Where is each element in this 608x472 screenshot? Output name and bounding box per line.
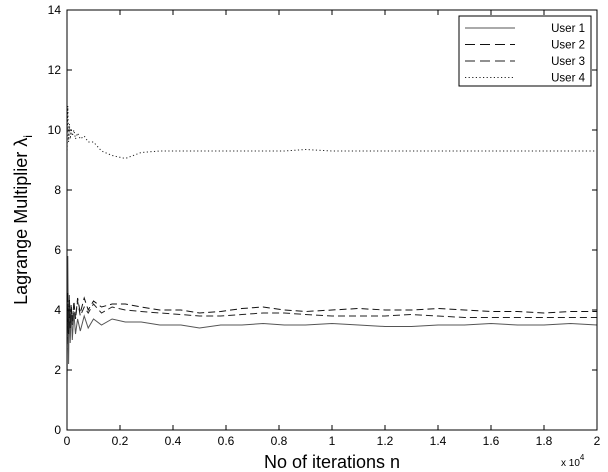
y-tick-label: 8 xyxy=(54,183,61,197)
x-tick-label: 1 xyxy=(329,434,336,448)
y-tick-label: 0 xyxy=(54,423,61,437)
y-axis-title-symbol: λ xyxy=(11,138,31,147)
y-axis-title-subscript: i xyxy=(21,135,35,138)
x-tick-label: 0 xyxy=(64,434,71,448)
y-axis-title-text: Lagrange Multiplier xyxy=(11,152,31,305)
x-axis-multiplier-base: x 10 xyxy=(561,458,580,469)
series-line-user-2 xyxy=(66,291,597,356)
legend-label-user-3: User 3 xyxy=(551,56,585,68)
y-tick-label: 10 xyxy=(48,123,62,137)
legend-label-user-1: User 1 xyxy=(551,23,585,35)
y-tick-label: 2 xyxy=(54,363,61,377)
x-axis-multiplier: x 104 xyxy=(561,453,585,469)
x-tick-label: 0.4 xyxy=(165,434,182,448)
y-tick-label: 14 xyxy=(48,3,62,17)
y-axis: 0 2 4 6 8 10 12 14 xyxy=(48,3,597,437)
y-axis-title: Lagrange Multiplier λi xyxy=(11,135,35,305)
x-axis: 0 0.2 0.4 0.6 0.8 1 1.2 1.4 1.6 1.8 2 xyxy=(64,10,601,448)
x-tick-label: 1.2 xyxy=(377,434,394,448)
y-tick-label: 4 xyxy=(54,303,61,317)
x-axis-title: No of iterations n xyxy=(264,452,400,472)
y-tick-label: 12 xyxy=(48,63,62,77)
series-layer xyxy=(66,105,598,386)
legend-label-user-4: User 4 xyxy=(551,73,585,85)
x-tick-label: 1.4 xyxy=(430,434,447,448)
series-line-user-1 xyxy=(66,255,598,386)
x-tick-label: 2 xyxy=(594,434,601,448)
x-tick-label: 0.6 xyxy=(218,434,235,448)
x-tick-label: 1.8 xyxy=(536,434,553,448)
x-tick-label: 0.2 xyxy=(112,434,129,448)
legend-label-user-2: User 2 xyxy=(551,40,585,52)
legend: User 1 User 2 User 3 User 4 xyxy=(458,15,592,87)
x-tick-label: 1.6 xyxy=(483,434,500,448)
x-tick-label: 0.8 xyxy=(271,434,288,448)
y-tick-label: 6 xyxy=(54,243,61,257)
x-axis-multiplier-exponent: 4 xyxy=(580,453,585,462)
series-line-user-3 xyxy=(66,300,597,341)
